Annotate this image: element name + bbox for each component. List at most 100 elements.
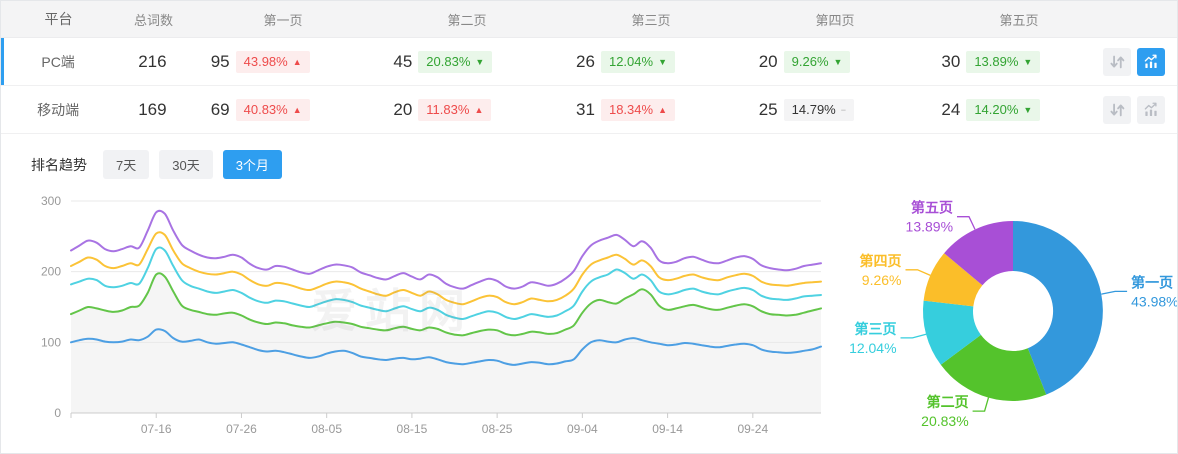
svg-text:09-24: 09-24 — [737, 422, 768, 436]
pie-label-line — [1101, 290, 1128, 295]
page-cell: 69 40.83% ▲ — [190, 98, 373, 121]
page-count: 20 — [393, 99, 413, 119]
change-percent: 43.98% — [243, 53, 288, 69]
tab-3个月[interactable]: 3个月 — [222, 150, 282, 179]
pie-label-value: 13.89% — [906, 219, 953, 235]
sort-arrows-icon — [1110, 55, 1125, 68]
pie-label-name: 第四页 — [860, 253, 902, 269]
svg-text:08-25: 08-25 — [482, 422, 513, 436]
page-cell: 24 14.20% ▼ — [920, 98, 1103, 121]
pie-label-line — [900, 333, 927, 339]
change-percent: 12.04% — [608, 53, 654, 69]
page-count: 24 — [941, 99, 961, 119]
page-count: 95 — [210, 51, 230, 71]
change-percent: 14.79% — [791, 101, 836, 117]
pie-label-name: 第二页 — [927, 394, 969, 410]
pie-chart: 第一页 43.98% 第二页 20.83% 第三页 12.04% 第四页 9.26% 第五页 13… — [831, 171, 1178, 454]
pie-slice-第四页[interactable] — [923, 253, 983, 307]
page-count: 45 — [393, 51, 413, 71]
svg-text:07-26: 07-26 — [226, 422, 257, 436]
page-cell: 25 14.79% − — [738, 98, 921, 121]
svg-text:09-04: 09-04 — [567, 422, 598, 436]
page-count: 69 — [210, 99, 230, 119]
change-percent: 14.20% — [974, 101, 1019, 117]
pie-label-name: 第一页 — [1131, 274, 1173, 290]
table-row[interactable]: PC端 216 95 43.98% ▲ 45 20.83% ▼ 26 12.04% ▼ 20 9.26%… — [1, 38, 1177, 86]
col-header-page1: 第一页 — [263, 12, 303, 28]
trend-down-icon: ▼ — [475, 56, 485, 67]
col-header-page3: 第三页 — [631, 12, 671, 28]
change-percent: 11.83% — [426, 101, 470, 117]
change-badge: 14.79% − — [783, 98, 854, 121]
trend-flat-icon: − — [840, 104, 846, 115]
trend-down-icon: ▼ — [658, 56, 667, 67]
pie-label-line — [957, 216, 976, 230]
line-chart: 0 100 200 300 07-16 07-26 08-05 08-15 08-25 09-04… — [31, 189, 831, 441]
sort-arrows-icon — [1110, 103, 1125, 116]
change-badge: 11.83% ▲ — [418, 98, 492, 121]
col-header-page4: 第四页 — [815, 12, 855, 28]
total-words-cell: 169 — [115, 100, 189, 120]
change-badge: 14.20% ▼ — [966, 98, 1041, 121]
trend-chart-button[interactable] — [1136, 95, 1165, 124]
table-body: PC端 216 95 43.98% ▲ 45 20.83% ▼ 26 12.04% ▼ 20 9.26%… — [1, 38, 1177, 134]
pie-label-name: 第五页 — [911, 200, 953, 216]
pie-label-value: 43.98% — [1131, 293, 1178, 309]
tab-30天[interactable]: 30天 — [159, 150, 213, 179]
pie-slice-第三页[interactable] — [922, 300, 981, 365]
page-count: 26 — [576, 51, 595, 71]
page-cell: 30 13.89% ▼ — [920, 50, 1103, 73]
change-percent: 13.89% — [974, 53, 1019, 69]
trend-down-icon: ▼ — [1023, 56, 1033, 67]
page-count: 20 — [758, 51, 778, 71]
trend-up-icon: ▲ — [658, 104, 667, 115]
trend-chart-icon — [1144, 102, 1157, 116]
table-header: 平台 总词数 第一页 第二页 第三页 第四页 第五页 — [1, 1, 1177, 38]
line-chart-canvas[interactable]: 0 100 200 300 07-16 07-26 08-05 08-15 08-25 09-04… — [31, 189, 831, 441]
svg-text:0: 0 — [54, 406, 61, 420]
change-percent: 9.26% — [791, 53, 829, 69]
page-cell: 26 12.04% ▼ — [555, 50, 738, 73]
pie-label-value: 12.04% — [849, 340, 896, 356]
page-cell: 45 20.83% ▼ — [372, 50, 555, 73]
tab-7天[interactable]: 7天 — [103, 150, 150, 179]
total-words-count: 216 — [138, 51, 167, 71]
svg-text:08-15: 08-15 — [397, 422, 428, 436]
trend-up-icon: ▲ — [292, 56, 302, 67]
rank-table: 平台 总词数 第一页 第二页 第三页 第四页 第五页 PC端 216 95 43.98… — [1, 1, 1177, 134]
trend-chart-icon — [1144, 54, 1157, 68]
page-cell: 20 11.83% ▲ — [372, 98, 555, 121]
trend-down-icon: ▼ — [833, 56, 843, 67]
change-badge: 12.04% ▼ — [600, 50, 675, 73]
trend-range-tabs: 7天 30天 3个月 — [103, 150, 292, 179]
change-percent: 20.83% — [426, 53, 471, 69]
change-badge: 40.83% ▲ — [235, 98, 310, 121]
trend-section-header: 排名趋势 7天 30天 3个月 — [1, 134, 1177, 179]
change-badge: 13.89% ▼ — [966, 50, 1041, 73]
col-header-page5: 第五页 — [999, 12, 1039, 28]
table-row[interactable]: 移动端 169 69 40.83% ▲ 20 11.83% ▲ 31 18.34% ▲ 25 14.79… — [1, 86, 1177, 134]
change-percent: 40.83% — [243, 101, 288, 117]
svg-text:07-16: 07-16 — [141, 422, 172, 436]
compare-sort-button[interactable] — [1102, 95, 1131, 124]
pie-slice-第二页[interactable] — [940, 334, 1047, 401]
platform-name: PC端 — [41, 53, 75, 70]
page-cell: 31 18.34% ▲ — [555, 98, 738, 121]
pie-label-line — [905, 269, 931, 276]
pie-label-name: 第三页 — [855, 321, 897, 337]
page-count: 31 — [576, 99, 595, 119]
pie-slice-第五页[interactable] — [944, 221, 1013, 286]
change-badge: 9.26% ▼ — [783, 50, 851, 73]
col-header-total-words: 总词数 — [133, 12, 173, 28]
pie-chart-canvas[interactable]: 第一页 43.98% 第二页 20.83% 第三页 12.04% 第四页 9.26% 第五页 13… — [831, 171, 1178, 454]
change-badge: 20.83% ▼ — [418, 50, 493, 73]
row-actions — [1102, 47, 1177, 76]
pie-slice-第一页[interactable] — [1013, 221, 1103, 395]
page-count: 30 — [941, 51, 961, 71]
svg-text:100: 100 — [41, 335, 61, 349]
trend-chart-button[interactable] — [1136, 47, 1165, 76]
compare-sort-button[interactable] — [1102, 47, 1131, 76]
svg-text:08-05: 08-05 — [311, 422, 342, 436]
page-cell: 95 43.98% ▲ — [190, 50, 373, 73]
